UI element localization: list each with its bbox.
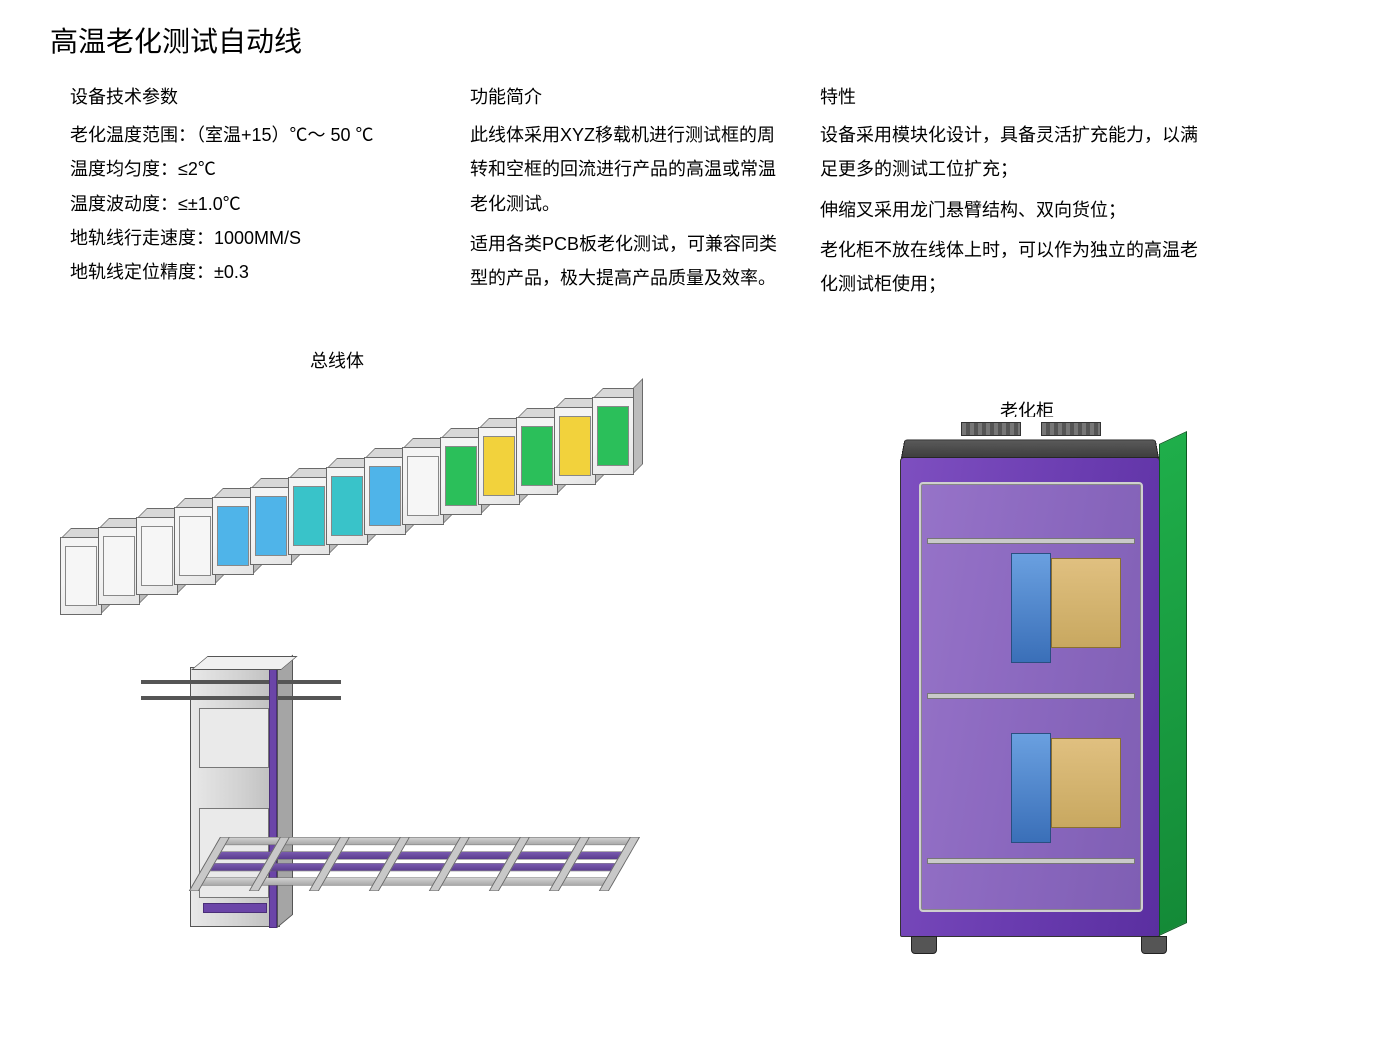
- figures-area: 总线体 地轨线 老化柜: [40, 337, 1340, 1057]
- page-title: 高温老化测试自动线: [50, 20, 1340, 60]
- line-cabinet: [478, 427, 520, 505]
- intro-para: 适用各类PCB板老化测试，可兼容同类型的产品，极大提高产品质量及效率。: [470, 227, 780, 295]
- fig-main-line: [50, 377, 670, 627]
- rail-base: [189, 837, 640, 891]
- spec-line: 温度波动度：≤±1.0℃: [70, 187, 430, 221]
- line-cabinet: [402, 447, 444, 525]
- line-cabinet: [136, 517, 178, 595]
- line-cabinet: [212, 497, 254, 575]
- specs-heading: 设备技术参数: [70, 80, 430, 114]
- line-cabinet: [440, 437, 482, 515]
- line-cabinet: [364, 457, 406, 535]
- features-column: 特性 设备采用模块化设计，具备灵活扩充能力，以满足更多的测试工位扩充； 伸缩叉采…: [820, 80, 1200, 307]
- spec-line: 地轨线定位精度：±0.3: [70, 255, 430, 289]
- feature-line: 老化柜不放在线体上时，可以作为独立的高温老化测试柜使用；: [820, 233, 1200, 301]
- line-cabinet: [288, 477, 330, 555]
- spec-line: 温度均匀度：≤2℃: [70, 152, 430, 186]
- cabinet-body: [900, 457, 1160, 937]
- fig1-label: 总线体: [310, 347, 364, 373]
- fig-rail: [100, 667, 660, 1007]
- line-cabinet: [326, 467, 368, 545]
- intro-para: 此线体采用XYZ移载机进行测试框的周转和空框的回流进行产品的高温或常温老化测试。: [470, 118, 780, 221]
- feature-line: 伸缩叉采用龙门悬臂结构、双向货位；: [820, 193, 1200, 227]
- fig-cabinet: [860, 417, 1240, 977]
- line-cabinet: [592, 397, 634, 475]
- feature-line: 设备采用模块化设计，具备灵活扩充能力，以满足更多的测试工位扩充；: [820, 118, 1200, 186]
- text-columns: 设备技术参数 老化温度范围：（室温+15）℃～ 50 ℃ 温度均匀度：≤2℃ 温…: [70, 80, 1340, 307]
- line-cabinet: [98, 527, 140, 605]
- spec-line: 老化温度范围：（室温+15）℃～ 50 ℃: [70, 118, 430, 152]
- line-cabinet: [60, 537, 102, 615]
- line-cabinet: [250, 487, 292, 565]
- line-cabinet: [174, 507, 216, 585]
- line-cabinet: [554, 407, 596, 485]
- intro-column: 功能简介 此线体采用XYZ移载机进行测试框的周转和空框的回流进行产品的高温或常温…: [470, 80, 780, 307]
- spec-line: 地轨线行走速度：1000MM/S: [70, 221, 430, 255]
- features-heading: 特性: [820, 80, 1200, 114]
- line-cabinet: [516, 417, 558, 495]
- specs-column: 设备技术参数 老化温度范围：（室温+15）℃～ 50 ℃ 温度均匀度：≤2℃ 温…: [70, 80, 430, 307]
- intro-heading: 功能简介: [470, 80, 780, 114]
